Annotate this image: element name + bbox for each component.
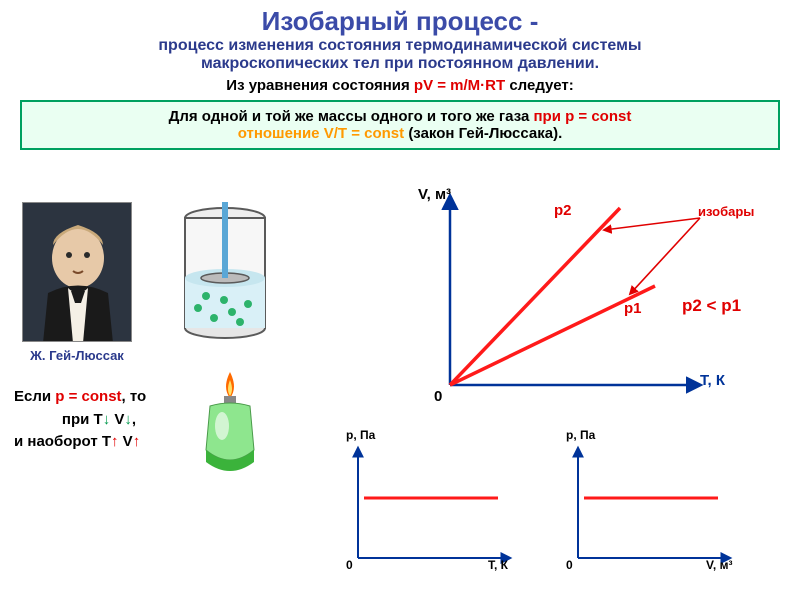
law-l2a: отношение V/T = const xyxy=(238,125,409,142)
pv-xlabel: V, м³ xyxy=(706,558,732,572)
eq-before: Из уравнения состояния xyxy=(226,77,414,94)
eq-after: следует: xyxy=(505,77,574,94)
equation-line: Из уравнения состояния рV = m/M·RT следу… xyxy=(0,73,800,94)
cond-l2c: V xyxy=(110,411,124,428)
eq-mid: рV = m/M·RT xyxy=(414,77,505,94)
vt-p2-label: p2 xyxy=(554,202,572,219)
cond-l1a: Если xyxy=(14,388,55,405)
cylinder-apparatus xyxy=(170,200,280,350)
portrait-caption: Ж. Гей-Люссак xyxy=(12,348,142,363)
cond-l2e: , xyxy=(132,411,136,428)
pv-origin: 0 xyxy=(566,558,573,572)
law-l1a: Для одной и той же массы одного и того ж… xyxy=(169,108,534,125)
subtitle-line2: макроскопических тел при постоянном давл… xyxy=(0,55,800,73)
alcohol-burner xyxy=(190,370,270,480)
cond-l3d: ↑ xyxy=(133,433,141,450)
vt-ylabel: V, м³ xyxy=(418,186,451,203)
vt-p1-label: p1 xyxy=(624,300,642,317)
cond-l1c: , то xyxy=(122,388,147,405)
page-title: Изобарный процесс - xyxy=(0,0,800,37)
conditions-text: Если p = const, то при T↓ V↓, и наоборот… xyxy=(14,386,184,454)
pt-origin: 0 xyxy=(346,558,353,572)
law-l2b: (закон Гей-Люссака). xyxy=(408,125,562,142)
cond-l3c: V xyxy=(119,433,133,450)
vt-xlabel: T, К xyxy=(700,372,725,389)
cond-l2a: при T xyxy=(62,411,103,428)
cond-l3b: ↑ xyxy=(111,433,119,450)
portrait-gay-lussac xyxy=(22,202,132,342)
vt-isobar-word: изобары xyxy=(698,204,754,219)
law-l1b: при p = const xyxy=(533,108,631,125)
pv-ylabel: p, Па xyxy=(566,428,595,442)
cond-l1b: p = const xyxy=(55,388,121,405)
cond-l2d: ↓ xyxy=(124,411,132,428)
pt-ylabel: p, Па xyxy=(346,428,375,442)
vt-origin: 0 xyxy=(434,388,442,405)
pt-xlabel: T, К xyxy=(488,558,508,572)
vt-compare: p2 < p1 xyxy=(682,296,741,316)
cond-l3a: и наоборот T xyxy=(14,433,111,450)
law-box: Для одной и той же массы одного и того ж… xyxy=(20,100,780,150)
subtitle-line1: процесс изменения состояния термодинамич… xyxy=(0,37,800,55)
